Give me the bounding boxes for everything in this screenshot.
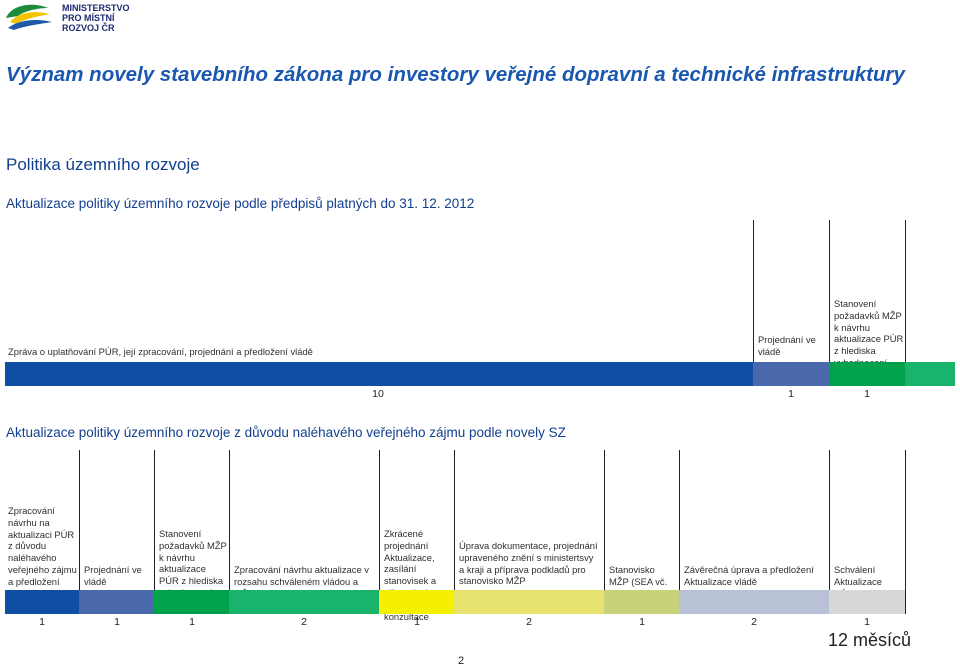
duration-label: 2	[301, 616, 307, 628]
timeline-bar	[79, 590, 154, 614]
divider	[604, 450, 605, 614]
divider	[454, 450, 455, 614]
divider	[154, 450, 155, 614]
page-subtitle: Politika územního rozvoje	[6, 155, 200, 174]
duration-label: 1	[788, 388, 794, 400]
ministry-logo: MINISTERSTVO PRO MÍSTNÍ ROZVOJ ČR	[4, 2, 144, 33]
divider	[379, 450, 380, 614]
page-number: 2	[458, 655, 465, 667]
divider	[829, 220, 830, 385]
timeline-bar	[229, 590, 379, 614]
section1-heading: Aktualizace politiky územního rozvoje po…	[6, 196, 475, 211]
timeline-bar	[753, 362, 829, 386]
timeline-bar	[829, 590, 905, 614]
timeline-bar	[5, 590, 79, 614]
divider	[905, 450, 906, 614]
divider	[79, 450, 80, 614]
page-title: Význam novely stavebního zákona pro inve…	[6, 63, 905, 86]
timeline-bar	[679, 590, 829, 614]
timeline-bar	[379, 590, 454, 614]
logo-text: MINISTERSTVO PRO MÍSTNÍ ROZVOJ ČR	[62, 3, 130, 33]
duration-label: 1	[864, 388, 870, 400]
timeline-old: Zpráva o uplatňování PÚR, její zpracován…	[0, 220, 960, 400]
logo-icon	[6, 4, 52, 30]
step-label: Projednání ve vládě	[758, 334, 816, 357]
divider	[679, 450, 680, 614]
step-label: Zpráva o uplatňování PÚR, její zpracován…	[8, 346, 313, 357]
divider	[829, 450, 830, 614]
duration-label: 1	[639, 616, 645, 628]
timeline-bar	[604, 590, 679, 614]
step-label: Projednání ve vládě	[84, 564, 142, 587]
timeline-bar	[5, 362, 753, 386]
timeline-bar	[829, 362, 905, 386]
section2-heading: Aktualizace politiky územního rozvoje z …	[6, 425, 566, 440]
divider	[753, 220, 754, 385]
step-label: Úprava dokumentace, projednání upravenéh…	[459, 540, 598, 587]
duration-label: 1	[114, 616, 120, 628]
divider	[905, 220, 906, 385]
step-label: Závěrečná úprava a předložení Aktualizac…	[684, 564, 814, 587]
divider	[229, 450, 230, 614]
timeline-new: Zpracování návrhu na aktualizaci PÚR z d…	[0, 450, 960, 650]
duration-label: 1	[39, 616, 45, 628]
duration-label: 2	[526, 616, 532, 628]
timeline-bar	[454, 590, 604, 614]
duration-label: 1	[189, 616, 195, 628]
duration-label: 10	[372, 388, 384, 400]
duration-label: 1	[864, 616, 870, 628]
duration-label: 1	[414, 616, 420, 628]
total-duration: 12 měsíců	[828, 630, 912, 650]
timeline-bar	[905, 362, 955, 386]
duration-label: 2	[751, 616, 757, 628]
timeline-bar	[154, 590, 229, 614]
